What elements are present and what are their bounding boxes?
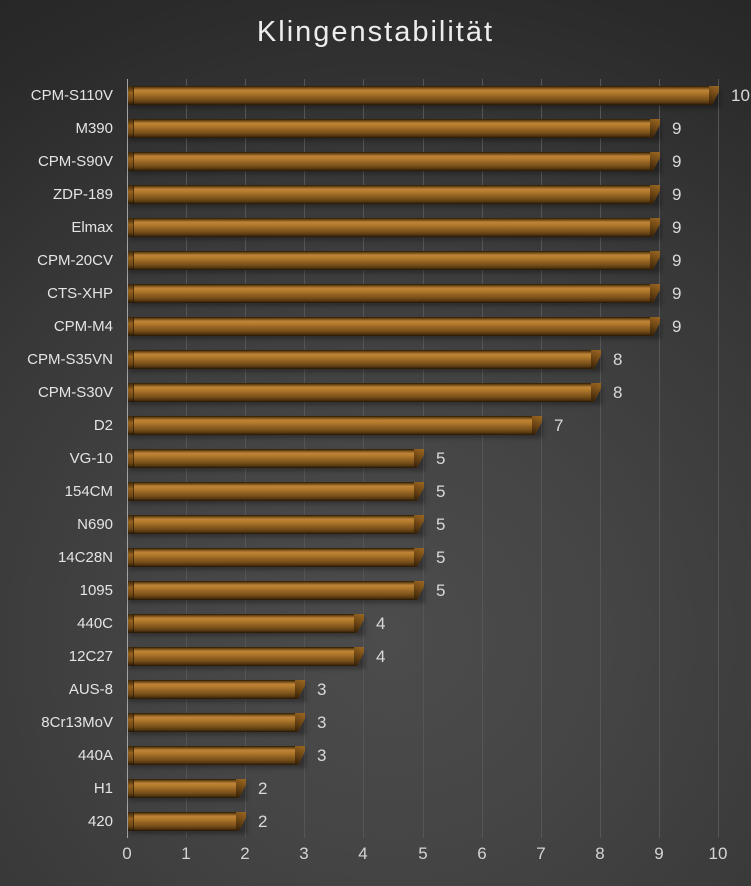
bar-value-label: 9 — [672, 284, 682, 303]
x-tick-label: 10 — [708, 844, 728, 863]
bar — [128, 284, 660, 303]
bar-value-label: 8 — [613, 350, 623, 369]
category-label: D2 — [93, 417, 113, 434]
y-axis-line — [127, 79, 128, 838]
bar — [128, 680, 305, 699]
category-label: 8Cr13MoV — [41, 714, 113, 731]
x-tick-label: 9 — [654, 844, 664, 863]
bar-value-label: 2 — [258, 779, 268, 798]
category-label: 420 — [87, 813, 113, 830]
bar-value-label: 5 — [436, 515, 446, 534]
gridline — [600, 79, 601, 838]
bar — [128, 812, 246, 831]
category-label: 440A — [77, 747, 113, 764]
x-tick-label: 5 — [418, 844, 428, 863]
category-label: CPM-S110V — [30, 87, 113, 104]
bar-value-label: 2 — [258, 812, 268, 831]
gridline — [718, 79, 719, 838]
bar-value-label: 4 — [376, 614, 386, 633]
bar — [128, 86, 719, 105]
bar-value-label: 9 — [672, 251, 682, 270]
bar-value-label: 3 — [317, 746, 327, 765]
chart-title: Klingenstabilität — [256, 16, 495, 48]
x-tick-label: 0 — [122, 844, 132, 863]
x-axis: 0 1 2 3 4 5 6 7 8 9 10 — [122, 844, 727, 870]
category-label: M390 — [75, 120, 113, 137]
category-label: CPM-S30V — [37, 384, 113, 401]
bar — [128, 317, 660, 336]
x-tick-label: 4 — [358, 844, 368, 863]
bar — [128, 746, 305, 765]
category-label: 1095 — [79, 582, 113, 599]
category-label: N690 — [77, 516, 113, 533]
category-label: CPM-20CV — [37, 252, 113, 269]
gridline — [482, 79, 483, 838]
category-label: VG-10 — [69, 450, 113, 467]
category-label: H1 — [93, 780, 113, 797]
bar-value-label: 9 — [672, 218, 682, 237]
bar — [128, 515, 424, 534]
bar-value-label: 5 — [436, 581, 446, 600]
gridline — [541, 79, 542, 838]
gridline — [659, 79, 660, 838]
x-tick-label: 6 — [477, 844, 487, 863]
bar-value-label: 3 — [317, 680, 327, 699]
category-axis-labels: CPM-S110V M390 CPM-S90V ZDP-189 Elmax CPM-20C… — [0, 79, 119, 838]
bar — [128, 548, 424, 567]
x-tick-label: 3 — [299, 844, 309, 863]
bar — [128, 614, 364, 633]
bar-value-label: 10 — [731, 86, 750, 105]
plot-area: 10 9 9 9 9 9 9 9 8 8 7 5 5 5 5 5 4 4 3 3 3 2 2 — [127, 79, 750, 838]
x-tick-label: 7 — [536, 844, 546, 863]
category-label: CPM-S35VN — [27, 351, 113, 368]
bar — [128, 383, 601, 402]
category-label: AUS-8 — [68, 681, 113, 698]
bar-value-label: 9 — [672, 185, 682, 204]
category-label: ZDP-189 — [52, 186, 113, 203]
x-tick-label: 8 — [595, 844, 605, 863]
bar-value-label: 9 — [672, 317, 682, 336]
bar — [128, 416, 542, 435]
category-label: CTS-XHP — [47, 285, 113, 302]
category-label: CPM-M4 — [53, 318, 113, 335]
bar-value-label: 9 — [672, 119, 682, 138]
category-label: 14C28N — [57, 549, 113, 566]
x-tick-label: 1 — [181, 844, 191, 863]
bar — [128, 218, 660, 237]
bar — [128, 185, 660, 204]
x-tick-label: 2 — [240, 844, 250, 863]
bar — [128, 713, 305, 732]
bar — [128, 350, 601, 369]
bar-value-label: 4 — [376, 647, 386, 666]
category-label: 154CM — [64, 483, 113, 500]
bar — [128, 251, 660, 270]
bar — [128, 779, 246, 798]
bar — [128, 152, 660, 171]
category-label: 12C27 — [68, 648, 113, 665]
bar-value-label: 8 — [613, 383, 623, 402]
bar — [128, 119, 660, 138]
bar-value-label: 9 — [672, 152, 682, 171]
bar — [128, 581, 424, 600]
bar-value-label: 5 — [436, 449, 446, 468]
bar — [128, 449, 424, 468]
bar-value-label: 5 — [436, 482, 446, 501]
bar — [128, 647, 364, 666]
bar-value-label: 7 — [554, 416, 564, 435]
gridline — [423, 79, 424, 838]
bar-value-label: 3 — [317, 713, 327, 732]
bar-value-label: 5 — [436, 548, 446, 567]
category-label: 440C — [77, 615, 113, 632]
bar — [128, 482, 424, 501]
category-label: CPM-S90V — [37, 153, 113, 170]
category-label: Elmax — [71, 219, 113, 236]
